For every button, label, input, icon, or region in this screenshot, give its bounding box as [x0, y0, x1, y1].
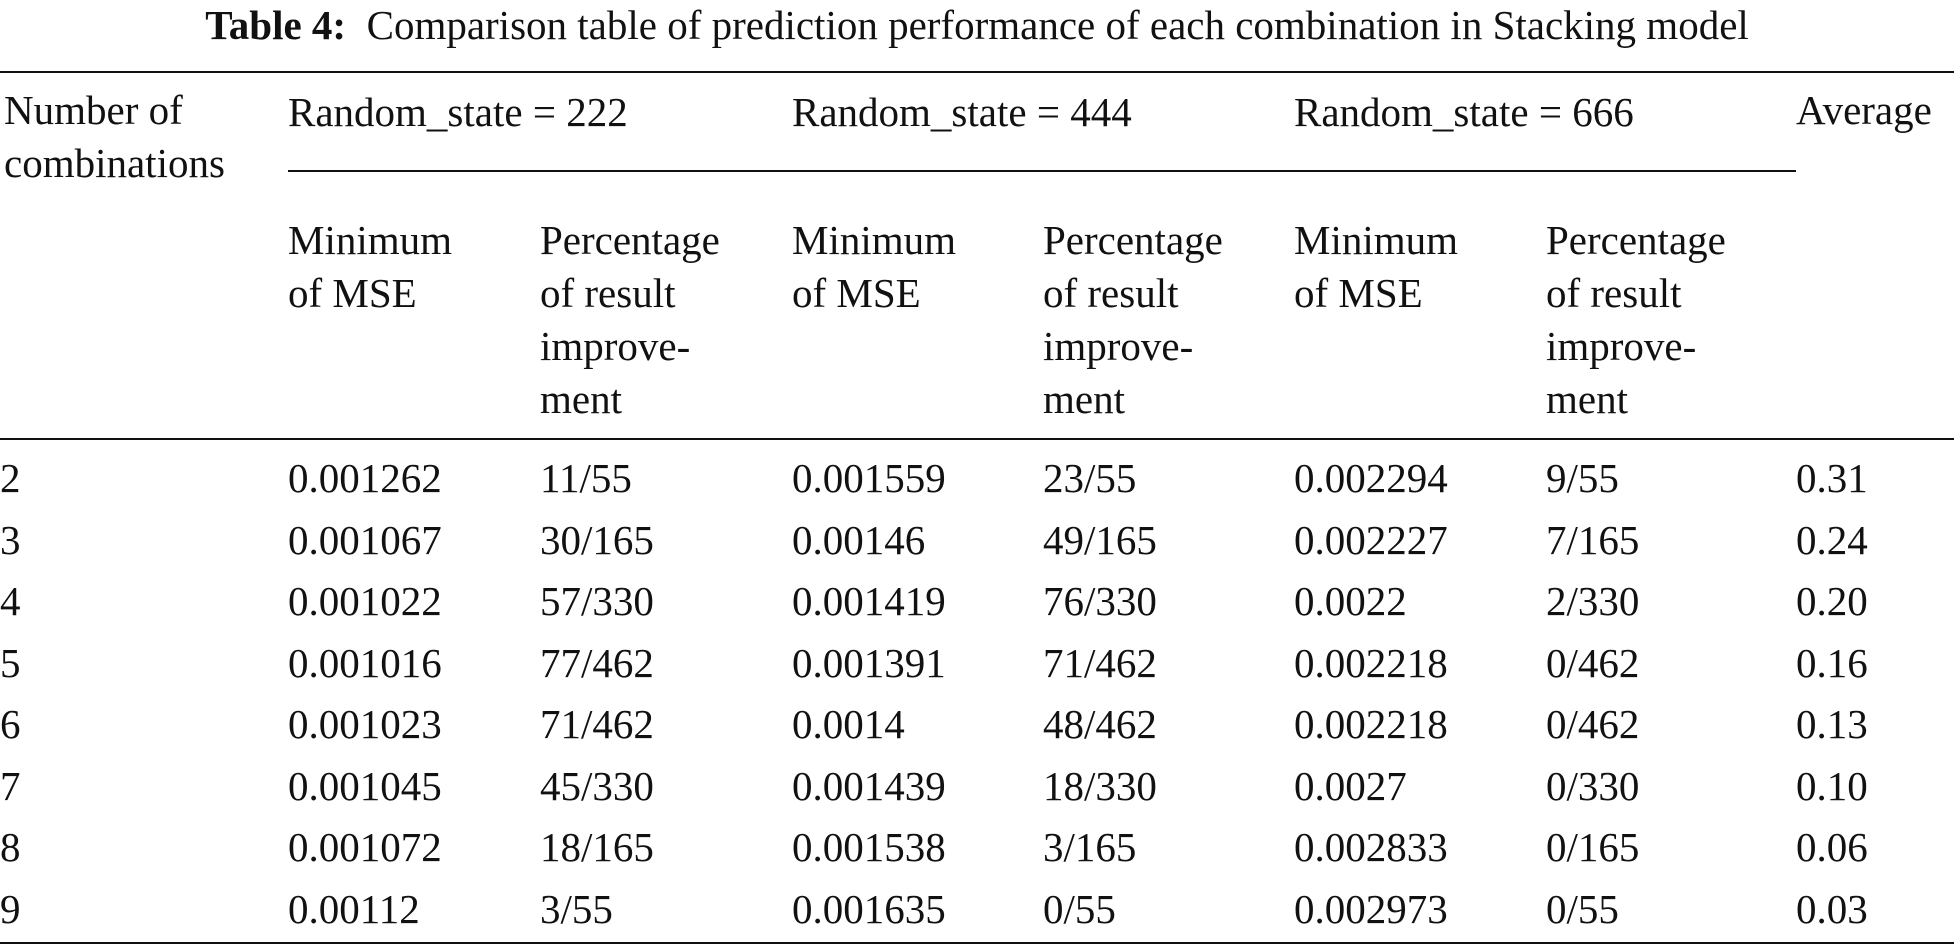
table-cell-pct666: 0/462 — [1546, 639, 1640, 686]
table-cell-mse666: 0.0027 — [1294, 762, 1407, 809]
table-cell-pct666: 7/165 — [1546, 516, 1640, 563]
header-pct-444: Percentage of result improve- ment — [1043, 217, 1223, 422]
table-cell-pct444: 71/462 — [1043, 639, 1157, 686]
table-cell-pct222: 30/165 — [540, 516, 654, 563]
table-cell-mse222: 0.001016 — [288, 639, 442, 686]
table-cell-n: 3 — [0, 516, 21, 563]
table-cell-pct666: 9/55 — [1546, 455, 1619, 501]
header-min-mse-666: Minimum of MSE — [1294, 217, 1459, 316]
table-cell-pct666: 0/462 — [1546, 701, 1640, 747]
table-cell-n: 8 — [0, 824, 21, 870]
table-cell-avg: 0.03 — [1796, 885, 1868, 932]
table-cell-mse444: 0.001635 — [792, 885, 946, 932]
bottom-rule — [0, 942, 1954, 944]
table-cell-pct222: 71/462 — [540, 701, 654, 747]
header-random-state-222: Random_state = 222 — [288, 89, 628, 135]
table-cell-pct444: 3/165 — [1043, 824, 1137, 870]
table-label: Table 4: — [205, 2, 347, 48]
table-cell-pct222: 77/462 — [540, 639, 654, 686]
table-cell-pct222: 11/55 — [540, 455, 632, 501]
table-cell-pct444: 49/165 — [1043, 516, 1157, 563]
table-cell-mse444: 0.001391 — [792, 639, 946, 686]
table-cell-avg: 0.16 — [1796, 639, 1868, 686]
table-cell-mse666: 0.002227 — [1294, 516, 1448, 563]
header-random-state-444: Random_state = 444 — [792, 89, 1132, 135]
table-cell-mse222: 0.00112 — [288, 885, 420, 932]
table-cell-mse666: 0.002294 — [1294, 455, 1448, 501]
table-cell-mse666: 0.002218 — [1294, 701, 1448, 747]
table-cell-mse666: 0.002833 — [1294, 824, 1448, 870]
table-cell-mse444: 0.0014 — [792, 701, 905, 747]
table-caption: Table 4: Comparison table of prediction … — [0, 0, 1954, 50]
table-cell-pct222: 3/55 — [540, 885, 613, 932]
table-cell-pct666: 0/55 — [1546, 885, 1619, 932]
table-cell-avg: 0.13 — [1796, 701, 1868, 747]
table-cell-n: 4 — [0, 578, 21, 624]
table-cell-avg: 0.24 — [1796, 516, 1868, 563]
table-cell-mse666: 0.002218 — [1294, 639, 1448, 686]
table-cell-mse222: 0.001262 — [288, 455, 442, 501]
table-cell-mse444: 0.001439 — [792, 762, 946, 809]
header-min-mse-222: Minimum of MSE — [288, 217, 453, 316]
table-cell-avg: 0.31 — [1796, 455, 1868, 501]
table-cell-pct666: 0/330 — [1546, 762, 1640, 809]
table-cell-pct444: 76/330 — [1043, 578, 1157, 624]
table-cell-mse444: 0.00146 — [792, 516, 926, 563]
table-cell-pct444: 48/462 — [1043, 701, 1157, 747]
header-min-mse-444: Minimum of MSE — [792, 217, 957, 316]
table-cell-pct222: 18/165 — [540, 824, 654, 870]
table-cell-n: 7 — [0, 762, 21, 809]
table-cell-pct666: 2/330 — [1546, 578, 1640, 624]
table-cell-mse222: 0.001067 — [288, 516, 442, 563]
table-cell-pct222: 57/330 — [540, 578, 654, 624]
table-cell-pct444: 23/55 — [1043, 455, 1137, 501]
table-cell-mse444: 0.001419 — [792, 578, 946, 624]
table-cell-mse222: 0.001072 — [288, 824, 442, 870]
table-cell-avg: 0.10 — [1796, 762, 1868, 809]
table-title: Comparison table of prediction performan… — [366, 2, 1749, 48]
header-pct-666: Percentage of result improve- ment — [1546, 217, 1726, 422]
table-cell-mse666: 0.0022 — [1294, 578, 1407, 624]
table-cell-n: 5 — [0, 639, 21, 686]
table-cell-n: 6 — [0, 701, 21, 747]
group-underline — [288, 170, 1796, 172]
table-cell-pct444: 18/330 — [1043, 762, 1157, 809]
table-cell-pct444: 0/55 — [1043, 885, 1116, 932]
header-pct-222: Percentage of result improve- ment — [540, 217, 720, 422]
table-cell-avg: 0.20 — [1796, 578, 1868, 624]
table-cell-n: 2 — [0, 455, 21, 501]
header-number-of-combinations: Number of combinations — [4, 87, 225, 186]
header-bottom-rule — [0, 438, 1954, 440]
table-cell-pct666: 0/165 — [1546, 824, 1640, 870]
table-cell-pct222: 45/330 — [540, 762, 654, 809]
top-rule — [0, 71, 1954, 73]
table-cell-mse222: 0.001023 — [288, 701, 442, 747]
table-cell-mse222: 0.001045 — [288, 762, 442, 809]
table-cell-mse222: 0.001022 — [288, 578, 442, 624]
table-cell-n: 9 — [0, 885, 21, 932]
header-random-state-666: Random_state = 666 — [1294, 89, 1634, 135]
table-cell-mse666: 0.002973 — [1294, 885, 1448, 932]
table-cell-mse444: 0.001538 — [792, 824, 946, 870]
table-cell-avg: 0.06 — [1796, 824, 1868, 870]
table-cell-mse444: 0.001559 — [792, 455, 946, 501]
header-average: Average — [1796, 87, 1932, 133]
